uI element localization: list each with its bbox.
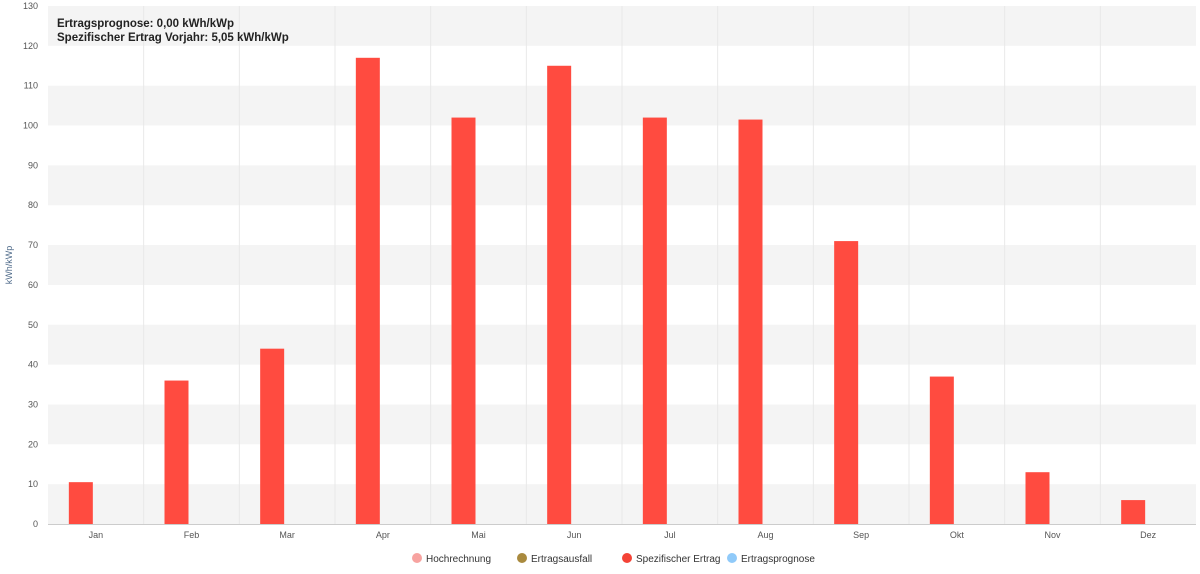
- previous-year-info: Spezifischer Ertrag Vorjahr: 5,05 kWh/kW…: [57, 32, 289, 44]
- y-tick-label: 20: [28, 439, 38, 449]
- forecast-info: Ertragsprognose: 0,00 kWh/kWp: [57, 18, 234, 30]
- legend-label: Ertragsprognose: [741, 554, 815, 565]
- x-tick-label: Aug: [757, 530, 773, 540]
- x-tick-label: Mar: [279, 530, 295, 540]
- x-tick-label: Apr: [376, 530, 390, 540]
- vertical-grid-lines: [143, 6, 1101, 524]
- legend[interactable]: Hochrechnung Ertragsausfall Spezifischer E…: [412, 553, 815, 565]
- legend-item-spezifischer-ertrag[interactable]: Spezifischer Ertrag: [622, 553, 720, 565]
- bar-mar[interactable]: [260, 348, 285, 524]
- y-axis-title: kWh/kWp: [4, 246, 14, 285]
- legend-label: Ertragsausfall: [531, 554, 592, 565]
- y-axis-ticks: 0 10 20 30 40 50 60 70 80 90 100 110 120 130: [23, 1, 38, 529]
- x-tick-label: Jun: [567, 530, 582, 540]
- y-tick-label: 110: [24, 81, 38, 91]
- x-tick-label: Sep: [853, 530, 869, 540]
- y-tick-label: 130: [23, 1, 38, 11]
- legend-label: Hochrechnung: [426, 554, 491, 565]
- y-tick-label: 60: [28, 280, 38, 290]
- bar-feb[interactable]: [164, 380, 189, 524]
- legend-marker: [622, 553, 632, 563]
- y-tick-label: 70: [28, 240, 38, 250]
- y-tick-label: 90: [28, 160, 38, 170]
- y-tick-label: 40: [28, 360, 38, 370]
- bar-jan[interactable]: [68, 482, 93, 524]
- y-tick-label: 0: [33, 519, 38, 529]
- bar-sep[interactable]: [834, 241, 859, 525]
- legend-marker: [727, 553, 737, 563]
- x-tick-label: Jan: [89, 530, 104, 540]
- y-tick-label: 100: [23, 121, 38, 131]
- legend-item-ertragsprognose[interactable]: Ertragsprognose: [727, 553, 815, 565]
- bar-apr[interactable]: [355, 57, 380, 525]
- x-tick-label: Dez: [1140, 530, 1157, 540]
- x-tick-label: Mai: [471, 530, 486, 540]
- bar-mai[interactable]: [451, 117, 476, 525]
- legend-marker: [412, 553, 422, 563]
- x-axis-ticks: Jan Feb Mar Apr Mai Jun Jul Aug Sep Okt Nov Dez: [89, 530, 1157, 540]
- y-tick-label: 80: [28, 200, 38, 210]
- bar-jun[interactable]: [547, 65, 572, 525]
- bar-okt[interactable]: [929, 376, 954, 524]
- legend-label: Spezifischer Ertrag: [636, 554, 720, 565]
- y-tick-label: 50: [28, 320, 38, 330]
- legend-item-ertragsausfall[interactable]: Ertragsausfall: [517, 553, 592, 565]
- legend-marker: [517, 553, 527, 563]
- x-tick-label: Feb: [184, 530, 200, 540]
- y-tick-label: 30: [28, 399, 38, 409]
- x-tick-label: Jul: [664, 530, 676, 540]
- bar-series-spezifischer-ertrag: [68, 57, 1146, 525]
- x-tick-label: Nov: [1044, 530, 1061, 540]
- bar-dez[interactable]: [1121, 500, 1146, 524]
- bar-nov[interactable]: [1025, 472, 1050, 524]
- bar-aug[interactable]: [738, 119, 763, 525]
- y-tick-label: 120: [23, 41, 38, 51]
- bar-jul[interactable]: [642, 117, 667, 525]
- legend-item-hochrechnung[interactable]: Hochrechnung: [412, 553, 491, 565]
- x-tick-label: Okt: [950, 530, 965, 540]
- y-tick-label: 10: [28, 479, 38, 489]
